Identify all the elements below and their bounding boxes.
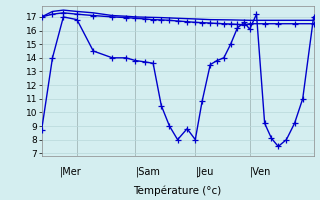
Text: |Jeu: |Jeu	[195, 166, 214, 177]
Text: Température (°c): Température (°c)	[133, 186, 222, 196]
Text: |Mer: |Mer	[59, 166, 81, 177]
Text: |Ven: |Ven	[250, 166, 271, 177]
Text: |Sam: |Sam	[135, 166, 160, 177]
